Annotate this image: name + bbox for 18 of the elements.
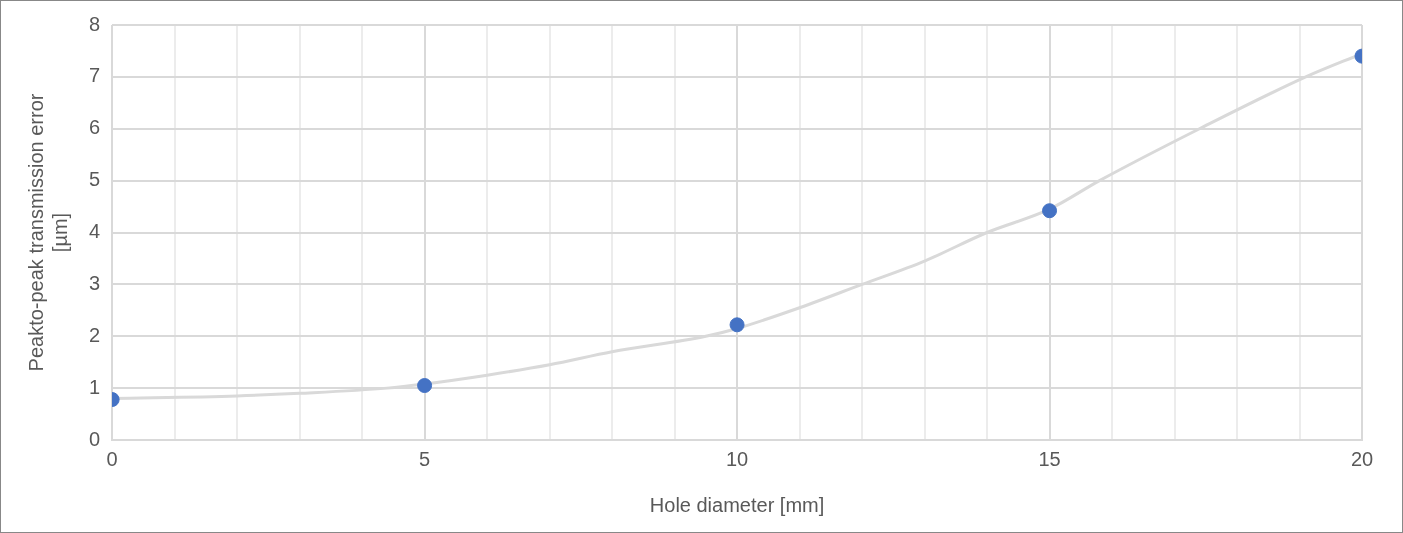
x-axis-title: Hole diameter [mm] xyxy=(649,493,825,516)
x-tick-label: 5 xyxy=(419,447,431,470)
y-tick-label: 1 xyxy=(89,375,101,398)
x-tick-label: 10 xyxy=(725,447,749,470)
point xyxy=(417,378,433,394)
y-tick-label: 5 xyxy=(89,168,101,191)
y-tick-label: 3 xyxy=(89,271,101,294)
point xyxy=(729,317,745,333)
y-tick-label: 6 xyxy=(89,116,101,139)
y-tick-label: 0 xyxy=(89,427,101,450)
x-tick-label: 0 xyxy=(106,447,118,470)
y-axis-title: Peakto-peak transmission error [µm] xyxy=(24,93,71,372)
x-tick-label: 20 xyxy=(1350,447,1374,470)
x-tick-label: 15 xyxy=(1038,447,1061,470)
y-tick-label: 2 xyxy=(89,323,101,346)
y-tick-label: 7 xyxy=(89,64,101,87)
y-tick-label: 8 xyxy=(89,12,101,35)
y-tick-label: 4 xyxy=(89,220,101,243)
